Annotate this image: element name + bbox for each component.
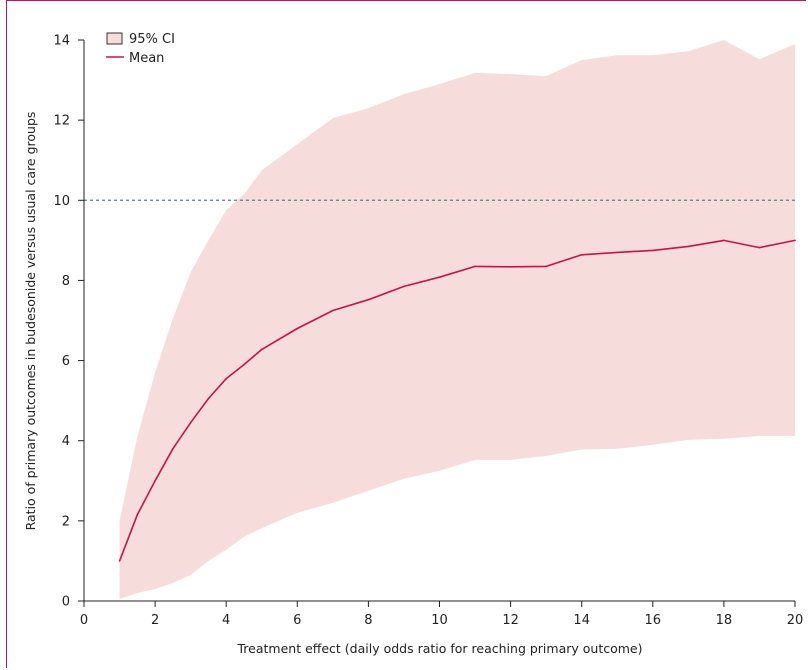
y-tick-label: 2 [62,514,70,529]
legend-mean-label: Mean [129,51,164,66]
mean-point [154,479,156,482]
mean-point [243,363,245,366]
y-tick-label: 0 [62,595,70,610]
y-tick-label: 10 [53,194,70,209]
mean-point [794,239,796,242]
x-tick-label: 2 [151,613,159,628]
x-tick-label: 8 [364,613,372,628]
mean-point [260,348,263,351]
mean-point [474,265,476,268]
legend-ci-swatch [106,32,123,45]
mean-point [207,397,210,400]
mean-point [652,249,654,252]
mean-point [367,298,370,301]
x-tick-label: 20 [787,613,804,628]
mean-point [509,266,512,268]
y-tick-label: 8 [62,274,70,289]
mean-point [296,327,299,330]
y-axis-title: Ratio of primary outcomes in budesonide … [23,112,38,531]
mean-point [758,246,761,249]
x-axis-title: Treatment effect (daily odds ratio for r… [236,641,642,656]
x-tick-label: 6 [293,613,301,628]
x-tick-label: 4 [222,613,230,628]
mean-point [545,265,547,268]
mean-point [172,447,174,450]
mean-point [225,377,227,380]
mean-point [687,245,690,248]
y-tick-label: 4 [62,434,70,449]
x-tick-label: 18 [716,613,733,628]
figure-frame [6,0,806,668]
mean-point [723,239,725,242]
y-tick-label: 6 [62,354,70,369]
y-tick-label: 12 [53,114,70,129]
mean-point [136,514,139,516]
mean-point [580,253,583,256]
ci-band [119,40,796,599]
x-tick-label: 16 [645,613,662,628]
mean-line [118,239,796,562]
mean-point [332,309,334,312]
mean-point [403,285,405,288]
x-tick-label: 14 [573,613,590,628]
mean-point [438,276,441,279]
x-tick-label: 0 [80,613,88,628]
x-tick-label: 12 [502,613,519,628]
mean-point [189,421,192,424]
x-tick-label: 10 [431,613,448,628]
legend-ci-label: 95% CI [129,32,175,47]
y-tick-label: 14 [53,34,70,49]
mean-point [616,251,619,254]
mean-point [118,560,121,562]
